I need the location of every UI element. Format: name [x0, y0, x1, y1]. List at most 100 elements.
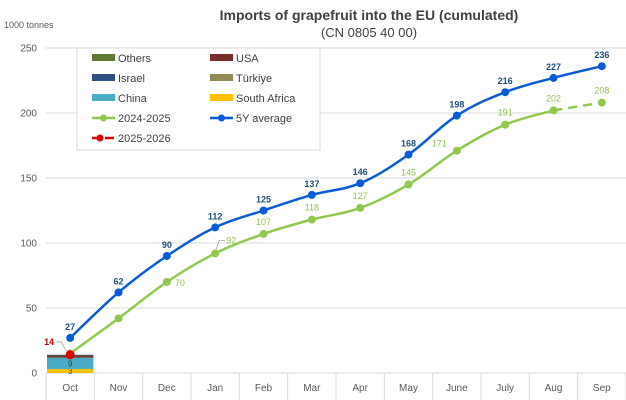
legend-item-2024-2025: 2024-2025	[92, 113, 171, 125]
point-2024-2025	[307, 215, 316, 224]
x-tick-label: Oct	[62, 383, 78, 394]
point-5y-average	[307, 190, 316, 199]
legend-item-israel: Israel	[92, 73, 145, 85]
data-label-2024-2025: 92	[226, 235, 236, 245]
point-5y-average	[66, 333, 75, 342]
point-5y-average	[404, 150, 413, 159]
data-label-5y-average: 27	[65, 322, 75, 332]
chart-title: Imports of grapefruit into the EU (cumul…	[220, 7, 519, 23]
point-2024-2025	[259, 229, 268, 238]
y-tick-label: 200	[20, 109, 37, 120]
data-label-5y-average: 112	[208, 211, 223, 221]
data-label-2024-2025: 118	[305, 203, 319, 213]
point-2024-2025	[501, 120, 510, 129]
line-2024-2025-projection	[553, 101, 603, 112]
y-tick-label: 150	[20, 174, 37, 185]
point-2024-2025	[356, 203, 365, 212]
legend-label: Others	[118, 53, 152, 65]
legend-marker	[218, 114, 225, 122]
data-label-2024-2025: 202	[546, 93, 561, 103]
legend: Others USA Israel Türkiye China South Africa 2…	[76, 47, 321, 151]
x-tick-label: May	[399, 383, 418, 394]
point-5y-average	[501, 88, 510, 97]
data-label-5y-average: 125	[256, 195, 271, 205]
legend-label: Türkiye	[236, 73, 272, 85]
legend-swatch	[210, 74, 233, 81]
point-2024-2025	[597, 98, 606, 107]
data-label-5y-average: 62	[113, 276, 123, 286]
data-label-2024-2025: 171	[432, 139, 447, 149]
x-tick-label: Feb	[255, 383, 273, 394]
data-label-5y-average: 227	[546, 62, 561, 72]
x-tick-label: Mar	[303, 383, 321, 394]
x-tick-label: Apr	[352, 383, 368, 394]
y-axis-label: 1000 tonnes	[4, 20, 54, 30]
legend-label: South Africa	[236, 93, 296, 105]
data-labels: 27 62 90 112 125 137 146 168 198 216 227 236 70 92 107…	[44, 50, 609, 351]
point-5y-average	[452, 111, 461, 120]
legend-item-2025-2026: 2025-2026	[92, 133, 171, 145]
legend-swatch	[92, 74, 115, 81]
leader-line	[215, 239, 226, 250]
legend-swatch	[92, 94, 115, 101]
point-2024-2025	[162, 278, 171, 286]
legend-item-others: Others	[92, 53, 152, 65]
data-label-2024-2025: 208	[594, 86, 609, 96]
legend-label: 2024-2025	[118, 113, 171, 125]
data-label-2024-2025: 191	[498, 108, 513, 118]
legend-item-5y-average: 5Y average	[210, 113, 292, 125]
x-tick-label: June	[446, 383, 468, 394]
bar-segment-label: 3	[68, 367, 73, 376]
x-tick-label: Sep	[593, 383, 611, 394]
legend-swatch	[210, 94, 233, 101]
series-lines	[65, 62, 606, 360]
point-5y-average	[549, 73, 558, 82]
point-2025-2026	[65, 350, 75, 360]
point-5y-average	[356, 179, 365, 188]
data-label-5y-average: 137	[304, 179, 319, 189]
point-2024-2025	[211, 249, 220, 258]
chart-subtitle: (CN 0805 40 00)	[321, 25, 417, 40]
data-label-5y-average: 236	[594, 50, 609, 60]
leader-line	[56, 341, 67, 351]
data-label-5y-average: 146	[353, 167, 368, 177]
point-5y-average	[211, 223, 220, 232]
legend-label: Israel	[118, 73, 145, 85]
y-tick-label: 0	[31, 369, 37, 380]
data-label-5y-average: 168	[401, 139, 416, 149]
data-label-2025-2026: 14	[44, 337, 54, 347]
legend-item-china: China	[92, 93, 148, 105]
x-tick-label: Dec	[158, 383, 176, 394]
y-tick-label: 50	[26, 304, 38, 315]
point-5y-average	[259, 206, 268, 215]
data-label-5y-average: 198	[449, 100, 464, 110]
x-tick-label: Jan	[207, 383, 223, 394]
legend-marker	[100, 114, 107, 122]
legend-item-t-rkiye: Türkiye	[210, 73, 272, 85]
bar-segment-china	[47, 357, 94, 370]
point-2024-2025	[114, 314, 123, 323]
bar-segment-label: 9	[68, 359, 73, 368]
legend-box	[76, 47, 321, 151]
data-label-2024-2025: 145	[401, 168, 416, 178]
data-label-2024-2025: 70	[175, 278, 185, 288]
legend-label: China	[118, 93, 148, 105]
data-label-2024-2025: 127	[353, 191, 368, 201]
data-label-2024-2025: 107	[256, 217, 271, 227]
legend-item-south-africa: South Africa	[210, 93, 296, 105]
legend-item-usa: USA	[210, 53, 259, 65]
data-label-5y-average: 90	[162, 240, 172, 250]
point-2024-2025	[452, 146, 461, 155]
bar-segment-south-africa	[47, 369, 94, 373]
y-tick-label: 250	[20, 44, 37, 55]
point-2024-2025	[404, 180, 413, 189]
legend-label: USA	[236, 53, 259, 65]
x-axis: Oct Nov Dec Jan Feb Mar Apr May June July Aug Sep	[45, 373, 626, 400]
data-label-5y-average: 216	[498, 76, 513, 86]
legend-swatch	[210, 54, 233, 61]
point-5y-average	[162, 252, 171, 260]
x-tick-label: July	[496, 383, 514, 394]
y-axis: 0 50 100 150 200 250	[20, 44, 37, 380]
legend-marker	[96, 134, 104, 142]
